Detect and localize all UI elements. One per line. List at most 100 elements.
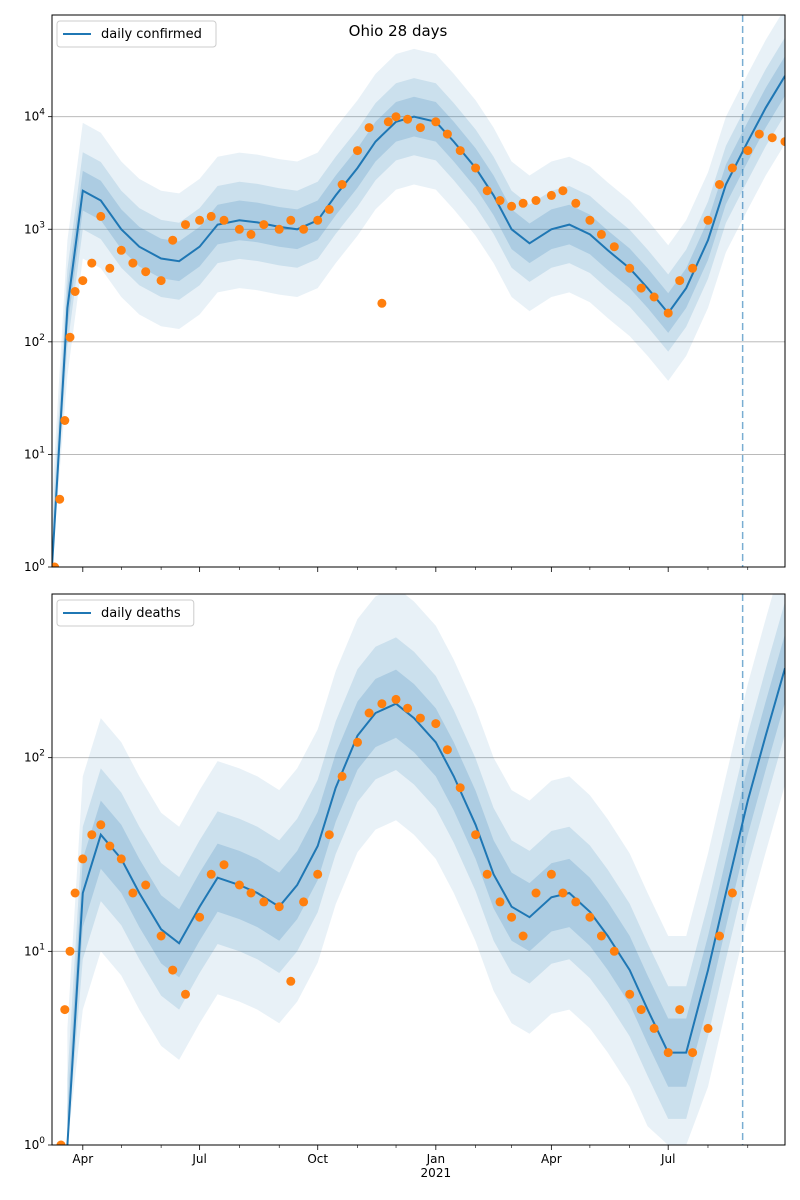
data-point <box>168 235 178 245</box>
plot-area <box>56 594 785 1145</box>
data-point <box>56 1140 66 1145</box>
x-tick-label: Oct <box>307 1152 328 1166</box>
y-tick-label: 100 <box>24 558 45 574</box>
data-point <box>141 880 151 890</box>
data-point <box>675 276 685 286</box>
data-point <box>546 869 556 879</box>
data-point <box>780 137 785 147</box>
data-point <box>274 224 284 234</box>
data-point <box>609 242 619 252</box>
data-point <box>415 123 425 133</box>
data-point <box>455 146 465 156</box>
data-point <box>78 276 88 286</box>
data-point <box>531 888 541 898</box>
data-point <box>128 258 138 268</box>
data-point <box>219 860 229 870</box>
data-point <box>715 931 724 941</box>
data-point <box>754 129 764 139</box>
data-point <box>286 215 296 225</box>
data-point <box>495 897 505 907</box>
data-point <box>195 912 205 922</box>
data-point <box>649 1023 659 1033</box>
data-point <box>337 771 347 781</box>
data-point <box>377 298 387 308</box>
data-point <box>206 211 216 221</box>
data-point <box>65 946 75 956</box>
data-point <box>181 989 190 999</box>
data-point <box>128 888 138 898</box>
data-point <box>234 880 244 890</box>
data-point <box>168 965 178 975</box>
data-point <box>482 869 492 879</box>
legend: daily deaths <box>56 599 195 627</box>
plot-area <box>52 15 785 567</box>
data-point <box>105 841 115 851</box>
data-point <box>767 133 777 143</box>
data-point <box>52 562 60 567</box>
data-point <box>688 263 698 273</box>
data-point <box>246 888 256 898</box>
axes-frame <box>51 593 786 1146</box>
axes-frame <box>51 14 786 568</box>
data-point <box>364 123 374 133</box>
data-point <box>55 494 65 504</box>
data-point <box>353 146 362 156</box>
data-point <box>337 180 347 189</box>
data-point <box>156 931 166 941</box>
data-point <box>431 117 441 127</box>
data-point <box>431 719 441 729</box>
uncertainty-band <box>67 594 785 1145</box>
data-point <box>609 946 619 956</box>
data-point <box>286 976 296 986</box>
data-point <box>391 694 401 704</box>
data-point <box>442 129 452 139</box>
data-point <box>234 224 244 234</box>
data-point <box>259 897 269 907</box>
y-tick-label: 104 <box>24 108 45 124</box>
data-point <box>364 708 374 718</box>
data-point <box>259 220 269 230</box>
data-point <box>727 888 737 898</box>
data-point <box>383 117 393 127</box>
data-point <box>495 196 505 205</box>
x-tick-label: Apr <box>541 1152 562 1166</box>
data-point <box>141 267 151 277</box>
series-line-daily-deaths <box>66 667 785 1145</box>
data-point <box>625 989 635 999</box>
data-point <box>636 283 646 293</box>
data-point <box>105 263 115 273</box>
data-point <box>377 699 387 709</box>
legend-label: daily deaths <box>101 606 181 621</box>
data-point <box>518 931 528 941</box>
data-point <box>507 912 517 922</box>
uncertainty-band <box>52 37 785 567</box>
data-point <box>688 1048 698 1058</box>
data-point <box>518 198 528 208</box>
data-point <box>415 713 425 723</box>
data-point <box>636 1005 646 1015</box>
data-point <box>70 888 80 898</box>
data-point <box>471 830 481 840</box>
y-tick-label: 101 <box>24 942 45 958</box>
data-point <box>206 869 216 879</box>
data-point <box>60 1005 70 1015</box>
data-point <box>313 869 323 879</box>
panel-confirmed: 100 101 102 103 104 daily confirmed <box>24 14 786 574</box>
data-point <box>274 902 284 912</box>
data-point <box>324 830 334 840</box>
data-point <box>60 416 70 425</box>
data-point <box>313 215 323 225</box>
data-point <box>675 1005 685 1015</box>
data-point <box>70 287 80 296</box>
data-point <box>96 820 106 830</box>
data-point <box>195 215 205 225</box>
y-tick-label: 102 <box>24 749 45 765</box>
data-point <box>246 229 256 239</box>
legend-label: daily confirmed <box>101 27 202 42</box>
data-point <box>353 737 362 747</box>
data-point <box>78 854 88 864</box>
data-point <box>324 204 334 214</box>
data-point <box>571 198 581 208</box>
y-tick-label: 102 <box>24 333 45 349</box>
